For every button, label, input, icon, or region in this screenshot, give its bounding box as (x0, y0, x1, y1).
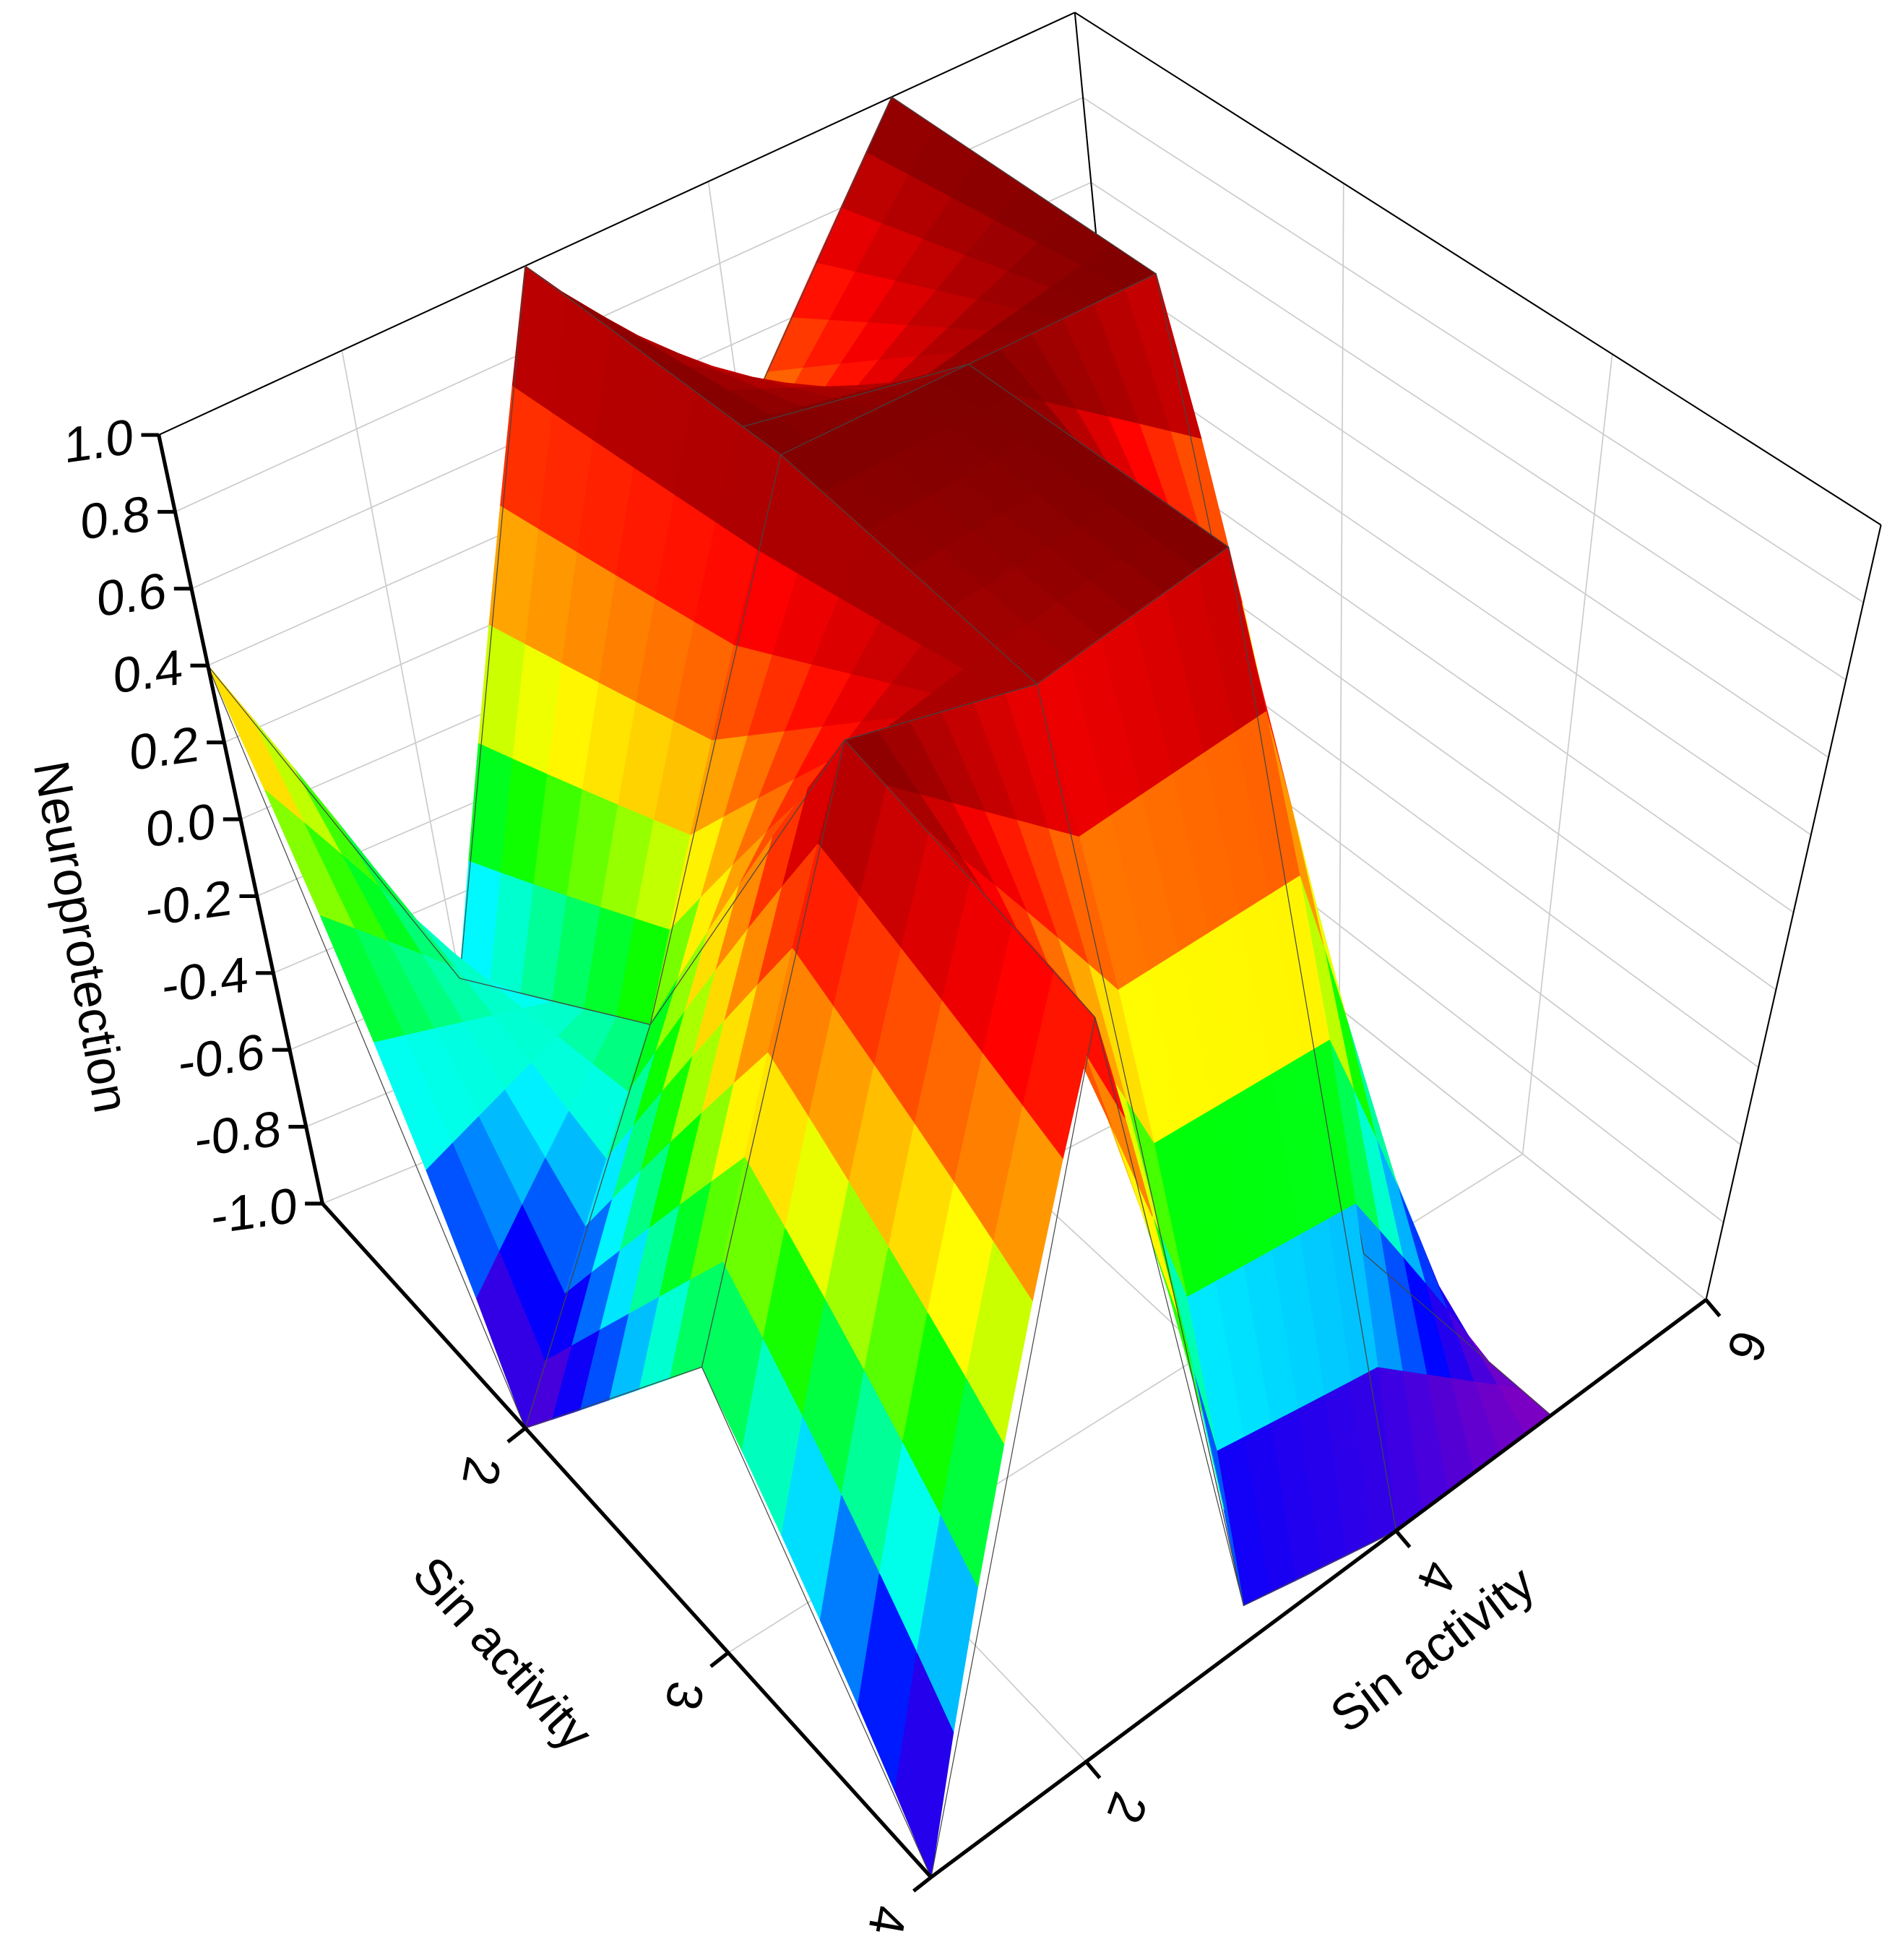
x-tick (912, 1875, 933, 1893)
y-tick-label: 6 (1716, 1324, 1778, 1369)
z-tick-label: 0.8 (81, 485, 150, 551)
z-tick-label: -0.4 (163, 946, 249, 1014)
y-tick-label: 2 (1096, 1785, 1158, 1831)
grid-line (1090, 181, 1847, 681)
y-tick (1084, 1760, 1102, 1779)
grid-line (1107, 352, 1812, 836)
mesh-line (701, 739, 1096, 1879)
z-tick-label: -1.0 (212, 1177, 298, 1245)
y-tick (1394, 1529, 1412, 1549)
x-tick (709, 1651, 730, 1668)
plot: 234246-1.0-0.8-0.6-0.4-0.20.00.20.40.60.… (23, 12, 1882, 1939)
box-edge (1705, 524, 1882, 1300)
z-tick-label: -0.6 (178, 1023, 264, 1091)
y-tick (1704, 1298, 1722, 1318)
z-tick-label: -0.2 (146, 869, 232, 937)
x-tick-label: 3 (655, 1678, 714, 1714)
z-tick-label: 0.2 (130, 715, 199, 781)
z-tick-label: 0.6 (97, 561, 166, 627)
x-tick-label: 4 (858, 1902, 917, 1939)
grid-line (1115, 436, 1795, 913)
z-tick-label: 1.0 (64, 408, 134, 474)
z-tick-label: 0.4 (113, 639, 183, 704)
grid-line (1082, 97, 1864, 603)
x-tick-label: 2 (452, 1453, 511, 1490)
box-edge (158, 12, 1076, 436)
surface-patch (894, 1652, 954, 1878)
grid-line (1099, 267, 1829, 759)
z-axis-title: Neuroprotection (23, 756, 140, 1116)
x-tick (506, 1426, 527, 1443)
z-tick-label: 0.0 (146, 793, 215, 858)
y-axis (930, 1298, 1708, 1879)
box-edge (1074, 12, 1882, 526)
x-axis-title: Sin activity (402, 1545, 604, 1761)
z-tick-label: -0.8 (195, 1100, 281, 1167)
x-axis (321, 1202, 933, 1879)
